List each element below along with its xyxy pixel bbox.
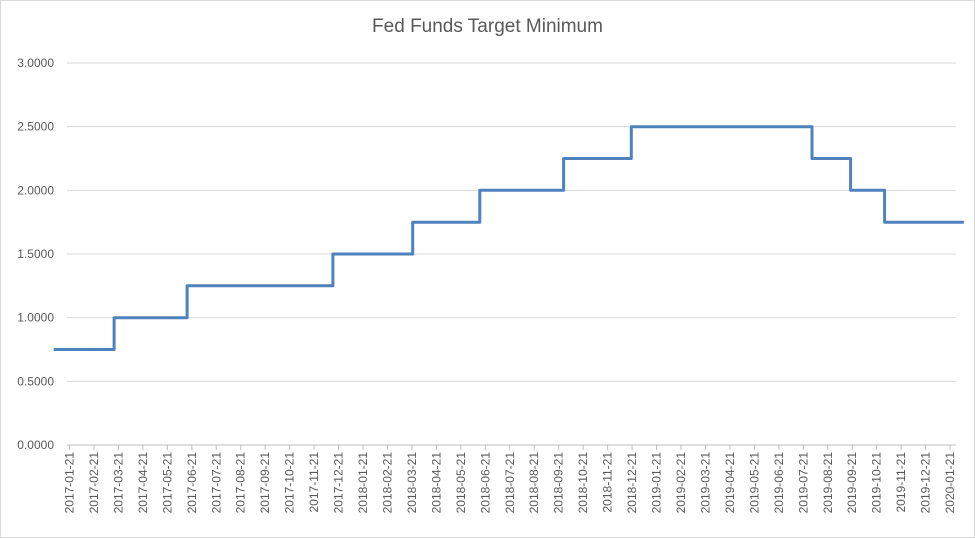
x-tick-label: 2019-09-21 [845,452,859,514]
x-tick-label: 2018-06-21 [478,452,492,514]
x-tick-label: 2017-04-21 [136,452,150,514]
x-tick-label: 2018-02-21 [380,452,394,514]
x-tick-label: 2017-06-21 [185,452,199,514]
chart-title: Fed Funds Target Minimum [372,16,603,37]
x-tick-label: 2018-07-21 [503,452,517,514]
y-axis: 0.0000 0.5000 1.0000 1.5000 2.0000 2.5000 3.00… [17,56,54,452]
y-tick-label: 2.5000 [17,120,54,134]
x-tick-label: 2018-08-21 [527,452,541,514]
x-tick-label: 2017-03-21 [111,452,125,514]
gridlines [67,62,956,382]
x-tick-label: 2019-04-21 [723,452,737,514]
x-tick-label: 2019-06-21 [772,452,786,514]
x-tick-label: 2017-10-21 [283,452,297,514]
y-tick-label: 1.0000 [17,311,54,325]
y-tick-label: 1.5000 [17,247,54,261]
series-fed-funds [53,125,965,351]
x-tick-label: 2018-10-21 [576,452,590,514]
x-tick-label: 2018-01-21 [356,452,370,514]
x-tick-label: 2020-01-21 [943,452,957,514]
series-line [53,125,965,351]
x-tick-label: 2017-08-21 [234,452,248,514]
x-tick-label: 2019-07-21 [796,452,810,514]
x-tick-label: 2019-08-21 [821,452,835,514]
x-tick-label: 2017-12-21 [332,452,346,514]
x-tick-label: 2017-02-21 [87,452,101,514]
x-tick-label: 2019-05-21 [747,452,761,514]
y-tick-label: 0.0000 [17,438,54,452]
x-tick-label: 2019-01-21 [650,452,664,514]
y-tick-label: 0.5000 [17,374,54,388]
x-tick-label: 2019-03-21 [698,452,712,514]
x-tick-label: 2018-04-21 [429,452,443,514]
x-tick-label: 2017-11-21 [307,452,321,513]
x-tick-label: 2019-11-21 [894,452,908,513]
x-tick-label: 2017-05-21 [160,452,174,514]
x-tick-label: 2018-11-21 [601,452,615,513]
x-tick-label: 2019-02-21 [674,452,688,514]
x-tick-label: 2019-12-21 [919,452,933,514]
x-tick-label: 2017-09-21 [258,452,272,514]
x-tick-label: 2018-05-21 [454,452,468,514]
x-tick-label: 2017-07-21 [209,452,223,514]
x-tick-label: 2018-09-21 [552,452,566,514]
x-axis: 2017-01-21 2017-02-21 2017-03-21 2017-04-21… [63,444,957,514]
x-tick-label: 2019-10-21 [870,452,884,514]
x-tick-label: 2017-01-21 [63,452,77,514]
x-tick-label: 2018-03-21 [405,452,419,514]
x-tick-label: 2018-12-21 [625,452,639,514]
y-tick-label: 2.0000 [17,183,54,197]
y-tick-label: 3.0000 [17,56,54,70]
